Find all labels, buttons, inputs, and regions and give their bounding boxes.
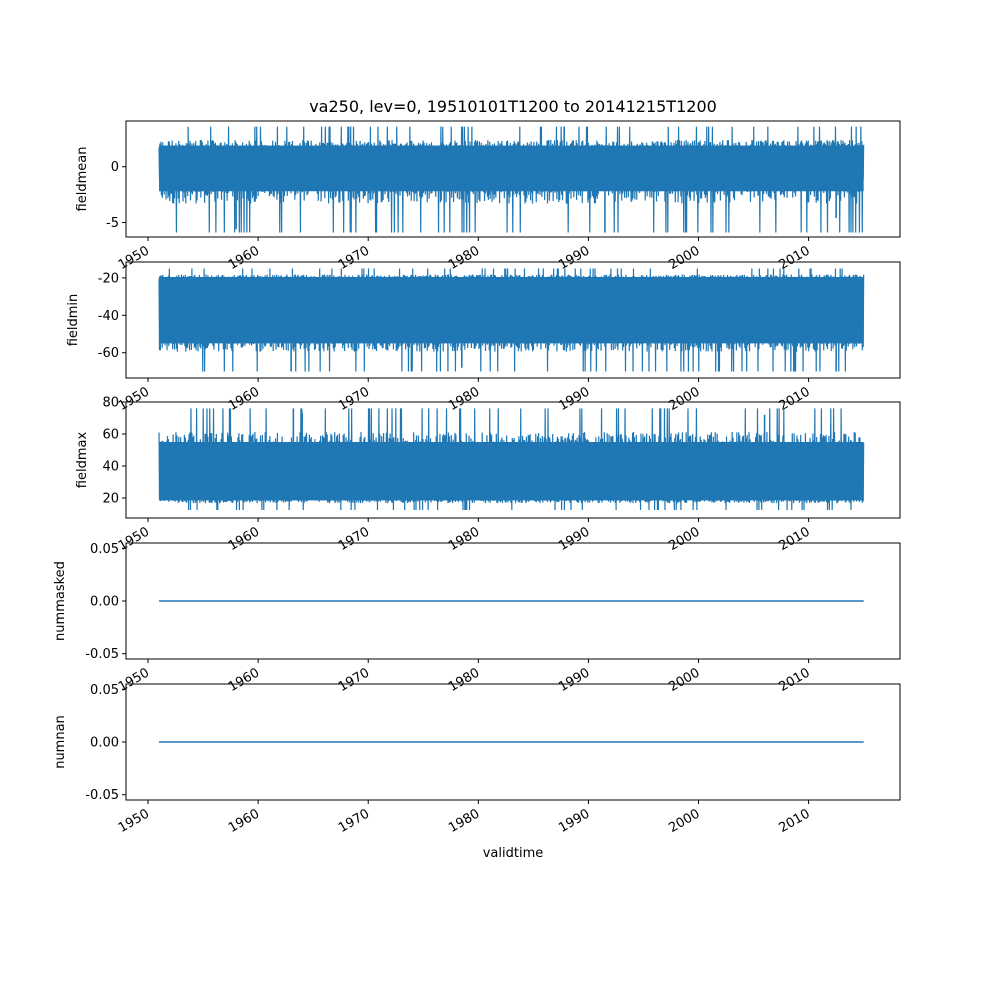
y-axis-label-nummasked: nummasked xyxy=(53,561,68,641)
y-axis-label-numnan: numnan xyxy=(53,715,68,769)
axes-frame-fieldmax xyxy=(125,401,901,519)
y-tick-label-nummasked-0: 0.05 xyxy=(90,542,119,557)
x-axis-label: validtime xyxy=(483,846,544,861)
y-tick-label-nummasked-1: 0.00 xyxy=(90,595,119,610)
series-line-fieldmax xyxy=(158,408,865,511)
y-tick-label-numnan-1: 0.00 xyxy=(90,736,119,751)
y-tick-label-fieldmean-0: -5 xyxy=(106,216,119,231)
y-tick-label-fieldmax-1: 40 xyxy=(102,460,119,475)
y-axis-label-fieldmin: fieldmin xyxy=(66,294,81,347)
y-tick-label-fieldmean-1: 0 xyxy=(111,160,119,175)
y-axis-label-fieldmean: fieldmean xyxy=(75,147,90,212)
y-axis-label-fieldmax: fieldmax xyxy=(75,432,90,489)
axes-frame-fieldmin xyxy=(125,261,901,379)
chart-title: va250, lev=0, 19510101T1200 to 20141215T… xyxy=(309,97,717,116)
y-tick-label-fieldmin-2: -60 xyxy=(98,346,119,361)
y-tick-label-fieldmin-0: -20 xyxy=(98,271,119,286)
y-tick-label-numnan-2: -0.05 xyxy=(85,788,119,803)
y-tick-label-fieldmax-3: 80 xyxy=(102,396,119,411)
y-tick-label-numnan-0: 0.05 xyxy=(90,683,119,698)
series-line-fieldmean xyxy=(158,126,865,233)
axes-frame-fieldmean xyxy=(125,120,901,238)
y-tick-label-fieldmin-1: -40 xyxy=(98,309,119,324)
y-tick-label-fieldmax-0: 20 xyxy=(102,492,119,507)
series-line-fieldmin xyxy=(158,268,865,372)
y-tick-label-fieldmax-2: 60 xyxy=(102,428,119,443)
y-tick-label-nummasked-2: -0.05 xyxy=(85,647,119,662)
